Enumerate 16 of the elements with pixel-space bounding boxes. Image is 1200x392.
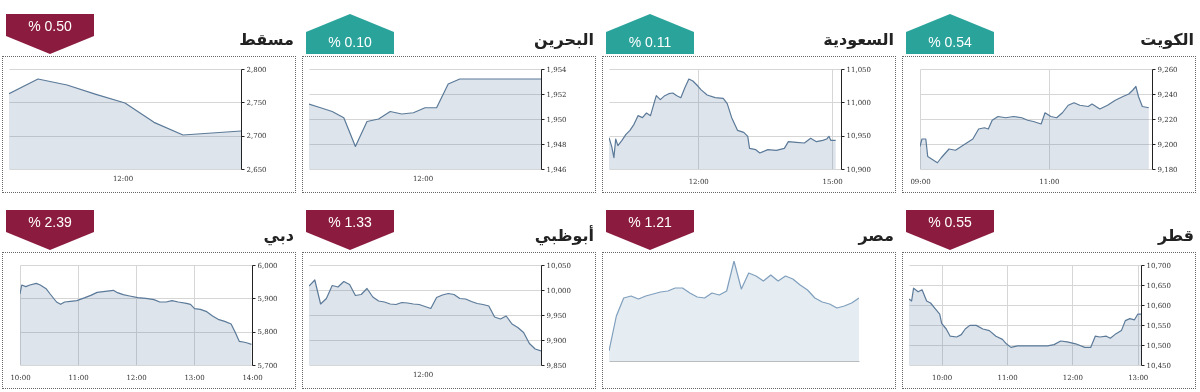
text: % 1.33 xyxy=(327,213,373,232)
text: % 0.54 xyxy=(927,33,973,52)
chart-title: أبوظبي xyxy=(534,226,594,245)
chart-title: الكويت xyxy=(1140,30,1194,49)
text: % 0.55 xyxy=(927,213,973,232)
chart-title: دبي xyxy=(263,226,294,245)
text: % 1.21 xyxy=(627,213,673,232)
text: % 0.11 xyxy=(627,33,673,52)
text: قطر xyxy=(1157,226,1194,245)
chart-title: البحرين xyxy=(534,30,594,49)
chart-title: مصر xyxy=(858,226,894,245)
chart-title: مسقط xyxy=(239,30,294,49)
chart-title: السعودية xyxy=(823,30,894,49)
text: % 2.39 xyxy=(27,213,73,232)
text: % 0.50 xyxy=(27,17,73,36)
text: % 0.10 xyxy=(327,33,373,52)
